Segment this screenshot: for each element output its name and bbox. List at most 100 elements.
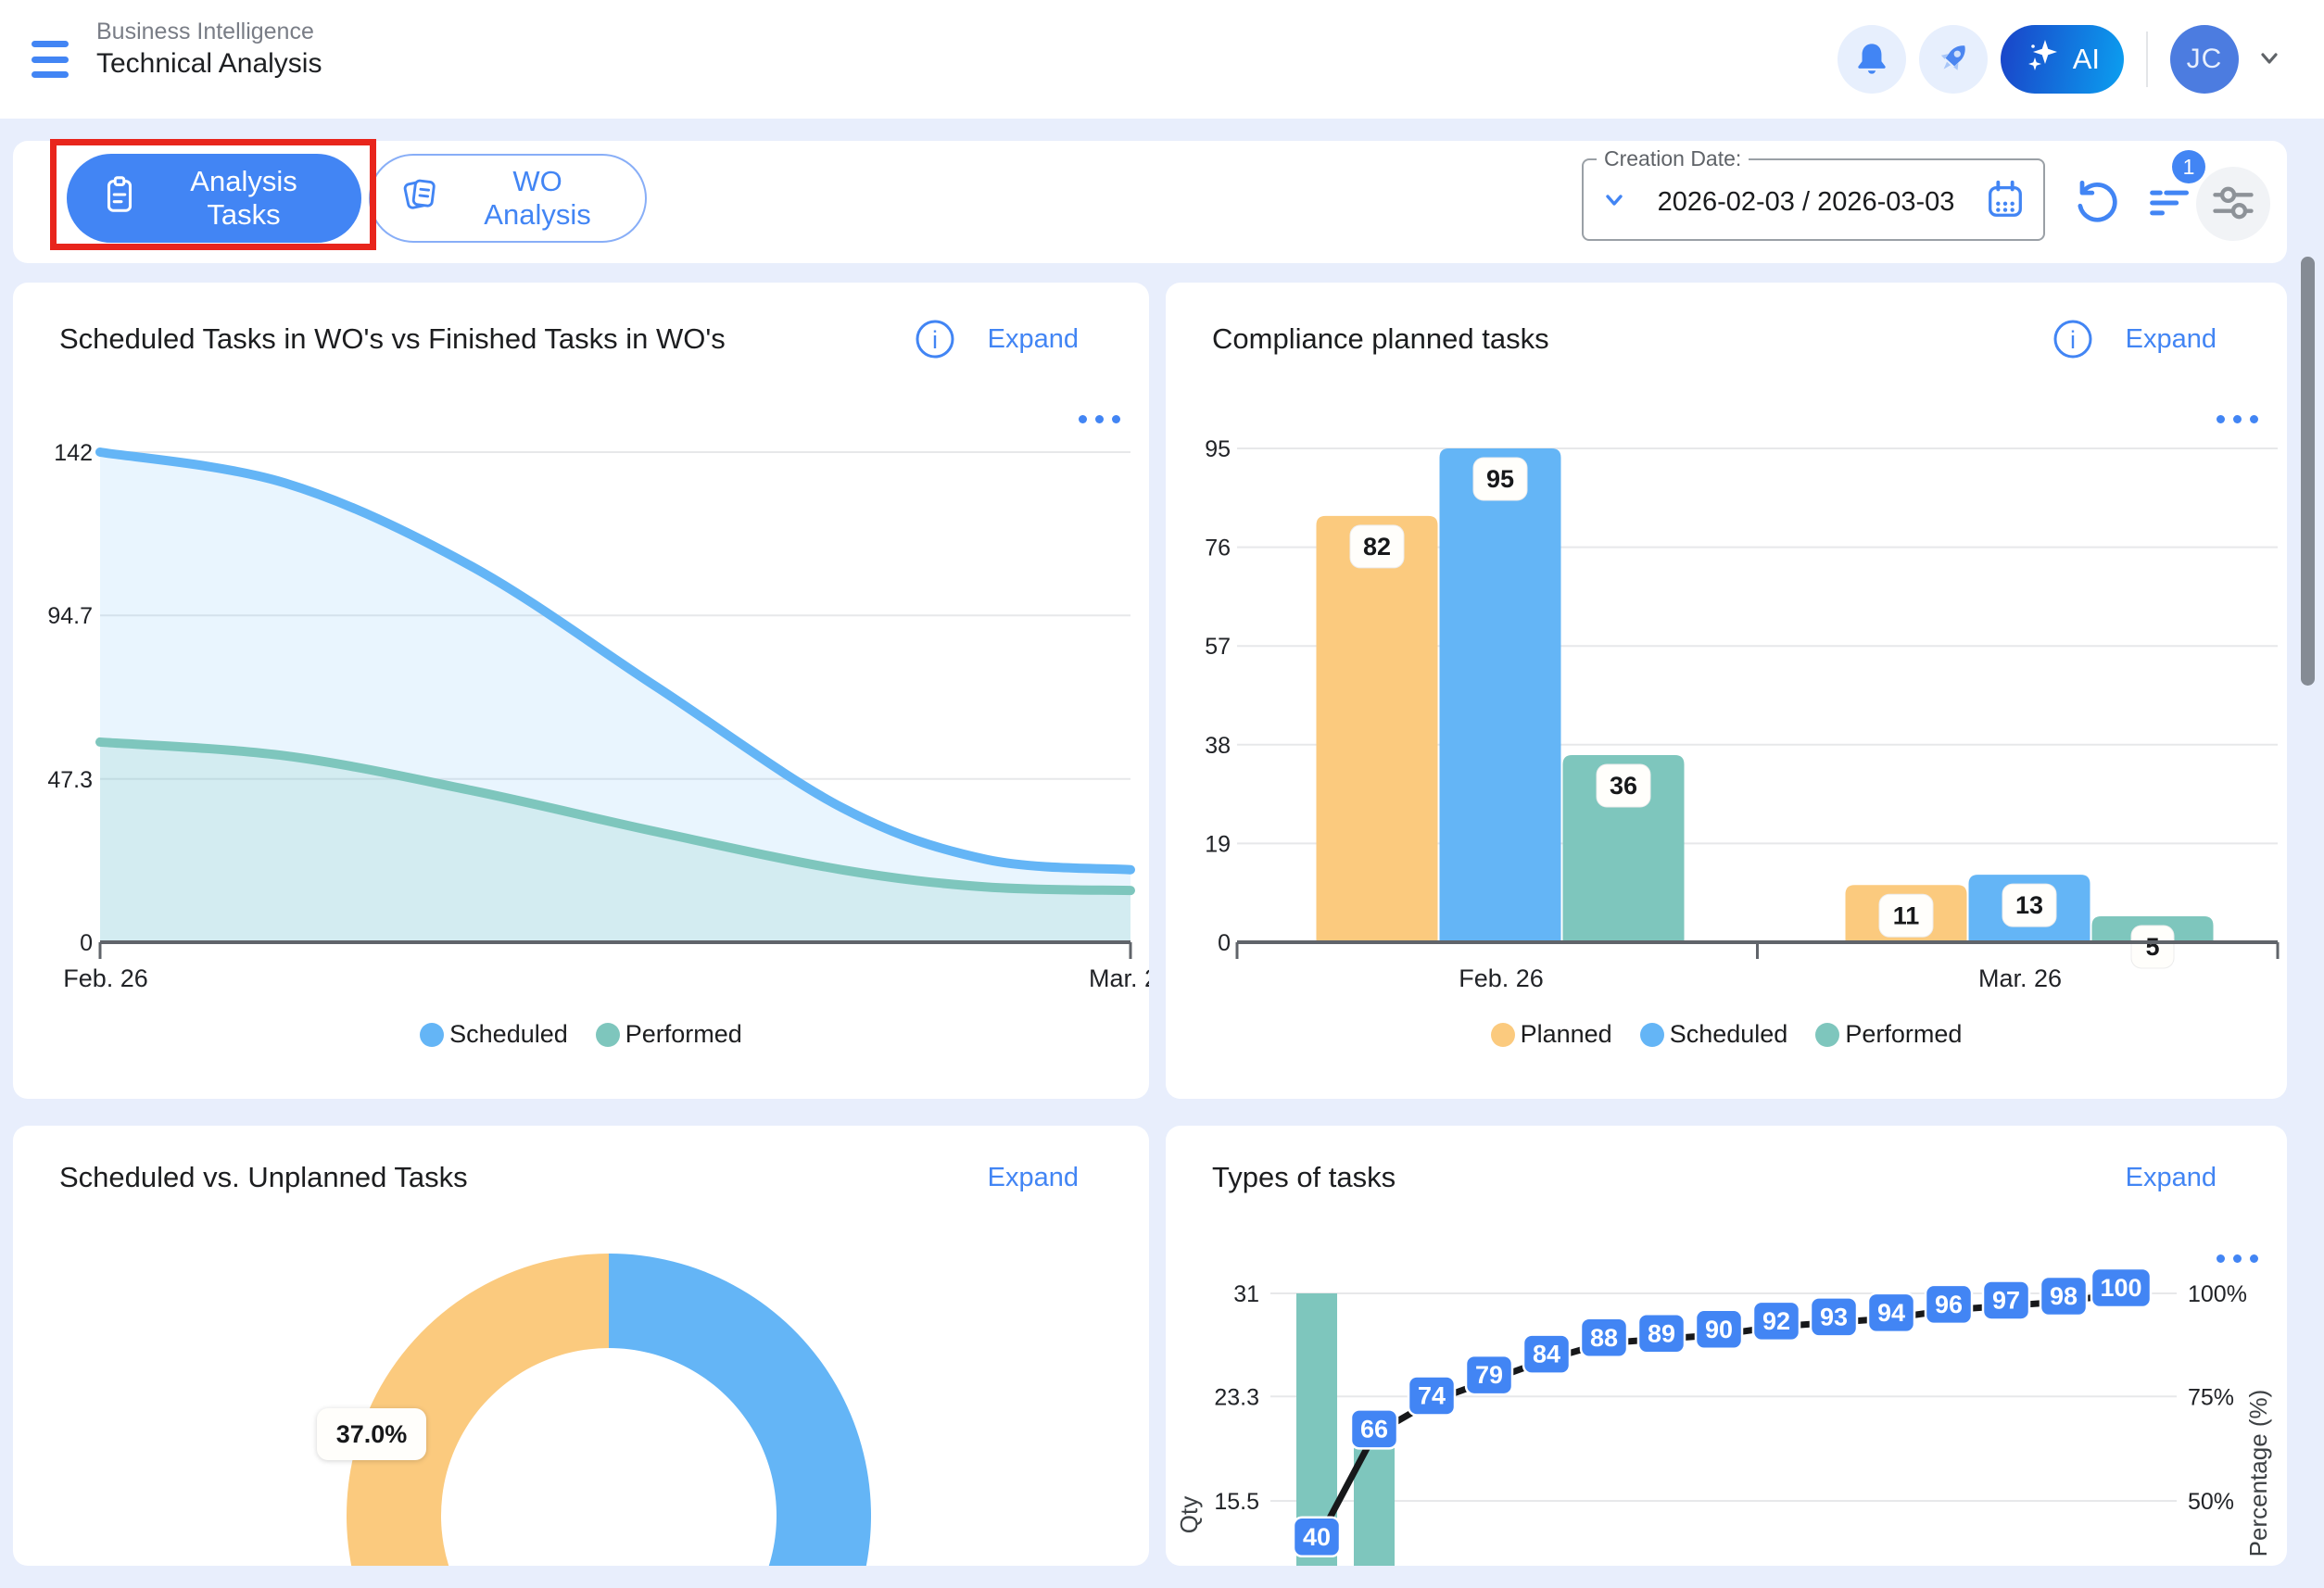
legend-item-scheduled[interactable]: Scheduled [420,1020,568,1049]
filter-button[interactable] [2142,178,2194,230]
clipboard-icon [98,173,141,223]
card-title: Compliance planned tasks [1212,322,1549,355]
card-scheduled-vs-unplanned: Scheduled vs. Unplanned Tasks Expand 37.… [13,1126,1149,1566]
area-chart: 0 47.3 94.7 142 Feb. 26 Mar. 26 [47,440,1149,992]
calendar-icon[interactable] [1984,179,2027,226]
card-types-of-tasks: Types of tasks Expand 31 100% 23.3 75% 15.5 5… [1166,1126,2287,1566]
legend-label: Scheduled [449,1020,568,1048]
svg-text:89: 89 [1648,1319,1675,1347]
svg-text:15.5: 15.5 [1214,1489,1259,1515]
svg-text:76: 76 [1205,536,1231,561]
tab-label: Analysis Tasks [190,165,297,231]
creation-date-label: Creation Date: [1604,146,1742,170]
legend-item-performed[interactable]: Performed [595,1020,742,1049]
svg-text:82: 82 [1363,533,1391,561]
card-menu-icon[interactable] [2209,1244,2265,1272]
refresh-button[interactable] [2068,178,2120,230]
legend-label: Scheduled [1669,1020,1788,1048]
svg-text:142: 142 [54,440,93,466]
svg-text:98: 98 [2050,1282,2078,1310]
legend-dot [420,1022,445,1047]
svg-text:84: 84 [1533,1341,1560,1368]
ai-button-label: AI [2072,43,2100,75]
svg-text:74: 74 [1418,1381,1446,1409]
svg-text:47.3: 47.3 [47,767,93,793]
card-menu-icon[interactable] [2209,405,2265,433]
whats-new-button[interactable] [1918,25,1988,94]
card-menu-icon[interactable] [1071,405,1127,433]
legend-label: Performed [625,1020,742,1048]
scrollbar-thumb[interactable] [2301,257,2315,686]
tab-wo-analysis[interactable]: WO Analysis [369,154,647,243]
notifications-button[interactable] [1837,25,1906,94]
bar-chart: 0 19 38 57 76 95 82 11 95 13 36 5 Feb. 26 Mar. 26 [1205,436,2280,992]
filters-toolbar: Analysis Tasks WO Analysis Creation Date… [13,139,2287,263]
card-title: Scheduled vs. Unplanned Tasks [59,1161,468,1193]
svg-text:90: 90 [1705,1316,1733,1343]
legend-item-performed[interactable]: Performed [1815,1020,1962,1049]
info-icon[interactable]: i [2052,318,2094,360]
svg-text:79: 79 [1475,1361,1503,1389]
legend-dot [595,1022,620,1047]
svg-text:19: 19 [1205,831,1231,857]
svg-text:Mar. 26: Mar. 26 [1089,964,1149,992]
settings-sliders-button[interactable] [2196,167,2270,241]
wo-documents-icon [398,173,441,223]
expand-link[interactable]: Expand [987,1162,1079,1192]
svg-text:13: 13 [2015,891,2043,919]
ai-assistant-button[interactable]: AI [2000,25,2124,94]
svg-text:31: 31 [1233,1281,1259,1307]
svg-text:40: 40 [1303,1523,1331,1551]
rocket-icon [1933,38,1974,82]
page-title: Technical Analysis [96,48,322,79]
avatar[interactable]: JC [2170,25,2239,94]
svg-text:50%: 50% [2188,1489,2234,1515]
refresh-icon [2070,179,2118,230]
svg-text:38: 38 [1205,733,1231,759]
chevron-down-icon [2255,52,2283,75]
svg-text:Mar. 26: Mar. 26 [1978,964,2062,992]
legend-dot [1815,1022,1840,1047]
chevron-down-icon[interactable] [1600,186,1628,219]
svg-text:0: 0 [1218,930,1231,956]
app-title: Business Intelligence [96,19,314,44]
sparkle-icon [2025,37,2062,82]
svg-text:93: 93 [1820,1303,1848,1330]
expand-link[interactable]: Expand [2125,1162,2217,1192]
filter-icon [2144,179,2192,230]
svg-text:88: 88 [1590,1324,1618,1352]
legend-dot [1639,1022,1664,1047]
menu-icon[interactable] [32,39,74,80]
expand-link[interactable]: Expand [987,323,1079,354]
header-actions: AI JC [1837,24,2287,95]
legend-item-planned[interactable]: Planned [1490,1020,1612,1049]
svg-text:95: 95 [1486,465,1514,493]
svg-text:5: 5 [2145,933,2159,961]
svg-text:23.3: 23.3 [1214,1384,1259,1410]
creation-date-value[interactable]: 2026-02-03 / 2026-03-03 [1657,186,1955,217]
svg-text:Percentage (%): Percentage (%) [2244,1390,2272,1557]
svg-text:75%: 75% [2188,1384,2234,1410]
header-divider [2146,32,2148,87]
creation-date-field[interactable]: Creation Date: 2026-02-03 / 2026-03-03 [1582,146,2045,241]
donut-chart [347,1254,871,1566]
account-menu-button[interactable] [2252,41,2287,79]
svg-text:66: 66 [1360,1415,1388,1443]
svg-text:36: 36 [1610,772,1637,800]
svg-text:Qty: Qty [1175,1496,1203,1533]
pareto-chart: 31 100% 23.3 75% 15.5 50% Qty Percentage (%) 40 6… [1175,1267,2272,1566]
card-compliance-planned: Compliance planned tasks i Expand 0 19 38 5… [1166,283,2287,1099]
bell-icon [1851,38,1892,82]
legend-dot [1490,1022,1515,1047]
legend-item-scheduled[interactable]: Scheduled [1639,1020,1788,1049]
svg-text:i: i [932,326,938,354]
chart-legend: Scheduled Performed [13,1020,1149,1049]
svg-text:i: i [2070,326,2076,354]
tab-analysis-tasks[interactable]: Analysis Tasks [67,154,361,243]
svg-text:100: 100 [2100,1274,2141,1302]
expand-link[interactable]: Expand [2125,323,2217,354]
svg-text:96: 96 [1935,1291,1963,1318]
tab-label: WO Analysis [484,165,591,231]
info-icon[interactable]: i [914,318,956,360]
